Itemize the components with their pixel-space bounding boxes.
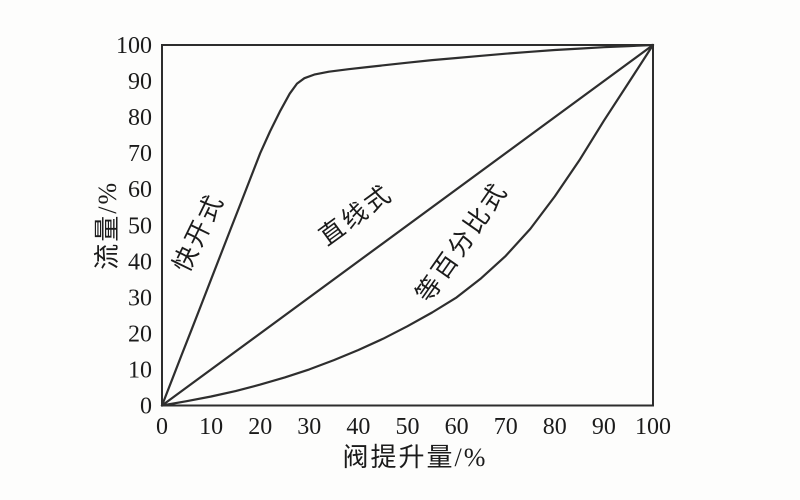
x-tick-label: 90 — [592, 414, 616, 440]
curve-quick-opening — [160, 43, 655, 407]
y-tick-label: 30 — [128, 285, 152, 311]
y-tick-label: 90 — [128, 69, 152, 95]
x-axis-title: 阀提升量/% — [343, 443, 488, 472]
x-tick-label: 0 — [156, 414, 168, 440]
curve-label-equal-percentage: 等百分比式 — [411, 177, 514, 308]
curve-equal-percentage — [160, 43, 655, 407]
x-tick-label: 70 — [494, 414, 518, 440]
y-axis-title: 流量/% — [93, 181, 122, 270]
y-tick-label: 100 — [116, 33, 152, 59]
x-tick-label: 40 — [346, 414, 370, 440]
y-tick-label: 20 — [128, 321, 152, 347]
x-tick-label: 20 — [248, 414, 272, 440]
y-tick-label: 40 — [128, 249, 152, 275]
plot-frame — [161, 44, 654, 407]
y-tick-label: 0 — [140, 394, 152, 420]
x-tick-label: 60 — [445, 414, 469, 440]
x-tick-label: 50 — [396, 414, 420, 440]
y-tick-label: 60 — [128, 177, 152, 203]
curve-linear — [160, 43, 655, 407]
x-tick-label: 100 — [635, 414, 671, 440]
curve-label-quick-opening: 快开式 — [168, 189, 230, 277]
y-tick-label: 10 — [128, 357, 152, 383]
y-tick-label: 80 — [128, 105, 152, 131]
y-tick-label: 50 — [128, 213, 152, 239]
x-tick-label: 10 — [199, 414, 223, 440]
x-tick-label: 80 — [543, 414, 567, 440]
y-tick-label: 70 — [128, 141, 152, 167]
x-tick-label: 30 — [297, 414, 321, 440]
